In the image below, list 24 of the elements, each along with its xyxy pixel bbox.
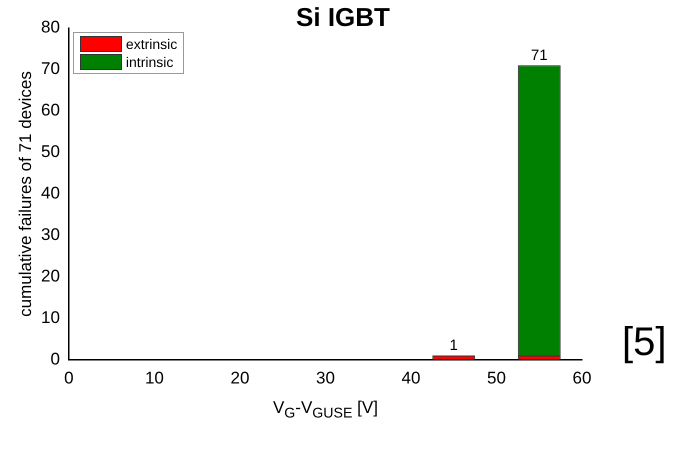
chart-title: Si IGBT: [296, 2, 390, 32]
total-label: 1: [450, 337, 458, 354]
y-tick-label: 80: [40, 18, 60, 37]
y-tick-label: 60: [40, 100, 60, 120]
y-tick-label: 50: [40, 142, 60, 162]
text: [5]: [622, 320, 666, 365]
x-tick-label: 60: [572, 368, 592, 388]
x-tick-label: 50: [487, 368, 506, 388]
x-tick-label: 30: [316, 368, 335, 388]
legend-label: intrinsic: [126, 54, 174, 70]
y-tick-label: 70: [40, 59, 60, 78]
x-tick-label: 20: [230, 368, 250, 388]
y-tick-label: 20: [40, 266, 60, 286]
y-tick-label: 10: [40, 308, 60, 327]
x-tick-label: 40: [402, 368, 420, 388]
y-tick-label: 30: [40, 224, 60, 244]
y-tick-label: 40: [40, 183, 60, 202]
x-tick-label: 0: [64, 368, 74, 388]
legend-label: extrinsic: [126, 36, 178, 52]
x-tick-label: 10: [144, 368, 164, 388]
total-label: 71: [530, 46, 548, 64]
y-axis-title: cumulative failures of 71 devices: [16, 70, 36, 319]
x-axis-title: V$_{G}$-V$_{GUSE}$ [V]: [272, 398, 379, 421]
y-tick-label: 0: [50, 349, 60, 368]
